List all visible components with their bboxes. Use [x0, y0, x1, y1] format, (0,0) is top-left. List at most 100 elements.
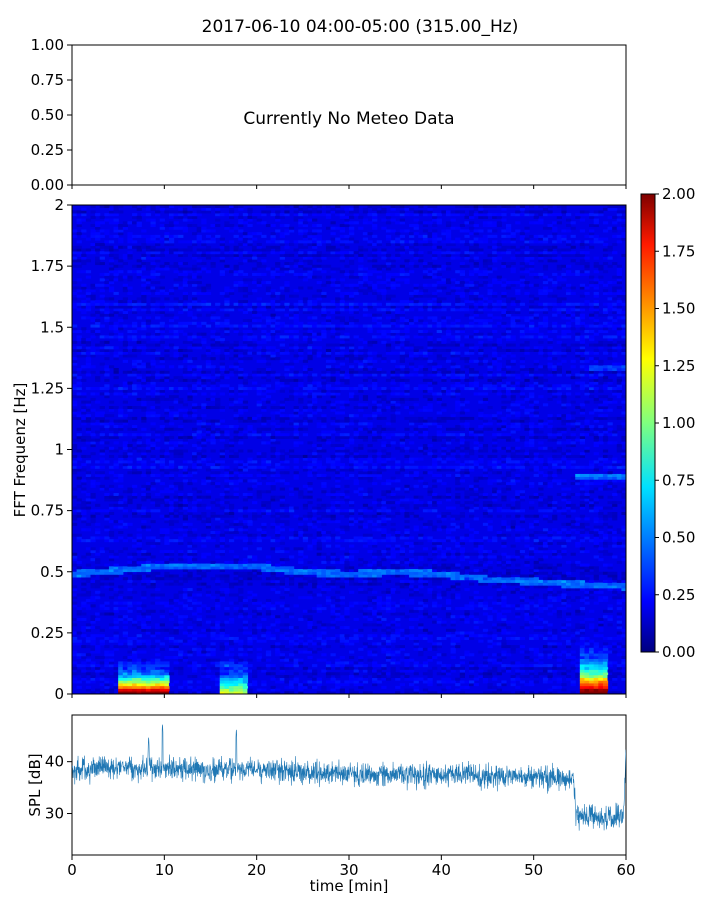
spectrogram-cell — [256, 281, 262, 285]
spectrogram-cell — [288, 262, 295, 266]
spectrogram-cell — [150, 487, 156, 491]
spectrogram-cell — [261, 433, 267, 437]
spectrogram-cell — [95, 324, 101, 328]
spectrogram-cell — [118, 536, 124, 540]
spectrogram-cell — [205, 525, 212, 529]
spectrogram-cell — [242, 598, 249, 602]
spectrogram-cell — [178, 465, 184, 469]
spectrogram-cell — [201, 340, 207, 344]
spectrogram-cell — [196, 691, 202, 694]
spectrogram-cell — [205, 248, 212, 252]
spectrogram-cell — [224, 286, 230, 290]
spectrogram-cell — [173, 302, 179, 306]
spectrogram-cell — [261, 427, 267, 431]
spectrogram-cell — [275, 373, 281, 377]
spectrogram-cell — [325, 574, 332, 578]
spectrogram-cell — [307, 308, 313, 312]
spectrogram-cell — [132, 677, 138, 681]
spectrogram-cell — [247, 232, 253, 236]
spectrogram-cell — [95, 536, 101, 540]
spectrogram-cell — [224, 251, 230, 255]
spectrogram-cell — [90, 677, 96, 681]
spectrogram-cell — [270, 645, 276, 649]
spectrogram-cell — [353, 452, 359, 456]
spectrogram-cell — [224, 525, 230, 529]
spectrogram-cell — [136, 645, 142, 649]
spectrogram-cell — [81, 294, 87, 298]
spectrogram-cell — [307, 634, 313, 638]
spectrogram-cell — [99, 245, 105, 249]
spectrogram-cell — [298, 683, 304, 687]
spectrogram-cell — [219, 647, 225, 651]
spectrogram-cell — [150, 441, 156, 445]
spectrogram-cell — [335, 685, 341, 689]
spectrogram-cell — [247, 346, 253, 350]
spectrogram-cell — [270, 270, 276, 274]
spectrogram-cell — [118, 566, 124, 570]
spectrogram-cell — [219, 291, 225, 295]
spectrogram-cell — [349, 262, 355, 266]
spectrogram-cell — [108, 289, 115, 293]
spectrogram-cell — [95, 473, 101, 477]
spectrogram-cell — [316, 658, 322, 662]
spectrogram-cell — [215, 636, 221, 640]
spectrogram-cell — [242, 626, 249, 630]
spectrogram-cell — [288, 294, 295, 298]
spectrogram-cell — [95, 416, 101, 420]
spectrogram-cell — [293, 310, 299, 314]
spectrogram-cell — [321, 631, 327, 635]
spectrogram-cell — [205, 205, 212, 209]
spectrogram-cell — [192, 378, 198, 382]
spectrogram-cell — [256, 691, 262, 694]
spectrogram-cell — [113, 492, 119, 496]
spectrogram-cell — [293, 444, 299, 448]
spectrogram-cell — [99, 441, 105, 445]
spectrogram-cell — [99, 471, 105, 475]
spectrogram-cell — [353, 582, 359, 586]
spectrogram-cell — [136, 340, 142, 344]
spectrogram-cell — [242, 492, 249, 496]
spectrogram-cell — [349, 253, 355, 257]
spectrogram-cell — [325, 555, 332, 559]
spectrogram-cell — [349, 473, 355, 477]
spectrogram-cell — [113, 253, 119, 257]
spectrogram-cell — [118, 615, 124, 619]
spectrogram-cell — [164, 308, 170, 312]
spectrogram-cell — [159, 207, 165, 211]
spectrogram-cell — [307, 376, 313, 380]
spectrogram-cell — [316, 229, 322, 233]
spectrogram-cell — [132, 468, 138, 472]
spectrogram-cell — [210, 691, 216, 694]
spectrogram-cell — [349, 604, 355, 608]
spectrogram-cell — [150, 446, 156, 450]
spectrogram-cell — [349, 539, 355, 543]
spectrogram-cell — [159, 623, 165, 627]
spectrogram-cell — [224, 566, 230, 570]
spectrogram-cell — [155, 653, 161, 657]
spectrogram-cell — [270, 454, 276, 458]
spectrogram-cell — [233, 672, 239, 676]
spectrogram-cell — [127, 636, 133, 640]
spectrogram-cell — [233, 685, 239, 689]
spectrogram-cell — [127, 601, 133, 605]
spectrogram-cell — [302, 650, 309, 654]
spectrogram-cell — [136, 533, 142, 537]
spectrogram-cell — [72, 533, 78, 537]
spectrogram-cell — [132, 433, 138, 437]
spectrogram-cell — [122, 283, 128, 287]
spectrogram-cell — [127, 278, 133, 282]
spectrogram-cell — [85, 329, 92, 333]
spectrogram-cell — [127, 685, 133, 689]
spectrogram-cell — [293, 683, 299, 687]
spectrogram-cell — [164, 243, 170, 247]
spectrogram-cell — [270, 634, 276, 638]
spectrogram-cell — [182, 533, 189, 537]
spectrogram-cell — [353, 634, 359, 638]
spectrogram-cell — [145, 666, 152, 670]
spectrogram-cell — [219, 680, 225, 684]
spectrogram-cell — [178, 558, 184, 562]
spectrogram-cell — [201, 566, 207, 570]
spectrogram-cell — [339, 422, 345, 426]
spectrogram-cell — [256, 392, 262, 396]
spectrogram-cell — [118, 550, 124, 554]
